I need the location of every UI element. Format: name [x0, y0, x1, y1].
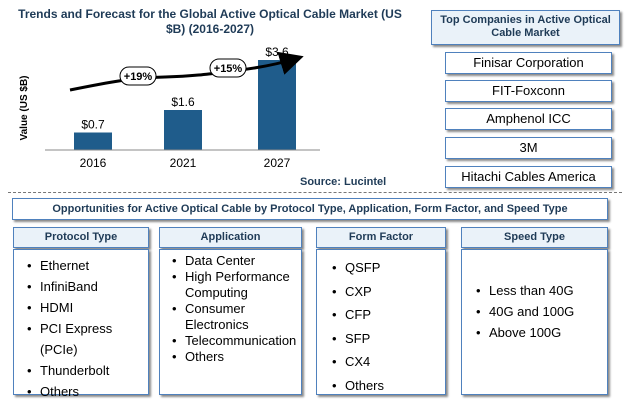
growth-label-1-text: +19%	[124, 71, 153, 83]
bar-2027	[258, 60, 296, 150]
list-item: CXP	[332, 280, 445, 304]
list-item: CX4	[332, 350, 445, 374]
application-header: Application	[159, 227, 302, 248]
company-item: Hitachi Cables America	[445, 166, 612, 188]
top-companies-title: Top Companies in Active Optical Cable Ma…	[431, 10, 620, 45]
protocol-type-header: Protocol Type	[13, 227, 149, 248]
growth-label-2-text: +15%	[214, 63, 243, 75]
source-note: Source: Lucintel	[300, 176, 387, 188]
list-item: Telecommunication	[172, 333, 301, 349]
list-item-continuation: Computing	[185, 285, 248, 300]
data-label-2016: $0.7	[81, 118, 105, 132]
bar-chart: Value (US $B) $0.7 2016 $1.6 2021 $3.6 2027 +…	[19, 45, 320, 170]
data-label-2021: $1.6	[171, 95, 195, 109]
x-tick-label-2021: 2021	[170, 156, 197, 170]
x-tick-label-2027: 2027	[264, 156, 291, 170]
list-item: PCI Express	[27, 318, 148, 339]
list-item: Less than 40G	[476, 280, 607, 301]
form-factor-list: QSFP CXP CFP SFP CX4 Others	[316, 249, 446, 398]
list-item: Above 100G	[476, 322, 607, 343]
protocol-type-list: Ethernet InfiniBand HDMI PCI Express (PC…	[13, 249, 149, 402]
list-item: HDMI	[27, 297, 148, 318]
bar-2021	[164, 110, 202, 150]
growth-label-2: +15%	[209, 58, 247, 78]
list-item: High Performance	[172, 269, 301, 285]
opportunities-title: Opportunities for Active Optical Cable b…	[12, 198, 608, 220]
list-item: InfiniBand	[27, 276, 148, 297]
list-item: Ethernet	[27, 255, 148, 276]
list-item: Consumer	[172, 301, 301, 317]
list-item: QSFP	[332, 256, 445, 280]
company-item: Finisar Corporation	[445, 52, 612, 74]
speed-type-list: Less than 40G 40G and 100G Above 100G	[461, 249, 608, 395]
list-item-continuation: Electronics	[185, 317, 249, 332]
company-item: Amphenol ICC	[445, 108, 612, 130]
list-item: CFP	[332, 303, 445, 327]
application-list: Data Center High Performance Computing C…	[159, 249, 302, 395]
x-tick-label-2016: 2016	[80, 156, 107, 170]
form-factor-header: Form Factor	[316, 227, 446, 248]
list-item: Others	[27, 381, 148, 402]
growth-arrow	[69, 51, 304, 92]
list-item: Data Center	[172, 253, 301, 269]
list-item: 40G and 100G	[476, 301, 607, 322]
growth-label-1: +19%	[119, 66, 157, 86]
data-label-2027: $3.6	[265, 45, 289, 59]
list-item: SFP	[332, 327, 445, 351]
list-item: Others	[172, 349, 301, 365]
bar-2016	[74, 132, 112, 150]
list-item: Others	[332, 374, 445, 398]
list-item: Thunderbolt	[27, 360, 148, 381]
list-item-continuation: (PCIe)	[40, 342, 78, 357]
company-item: FIT-Foxconn	[445, 80, 612, 102]
section-divider	[8, 192, 622, 193]
chart-title: Trends and Forecast for the Global Activ…	[18, 7, 402, 36]
company-item: 3M	[445, 137, 612, 159]
y-axis-label: Value (US $B)	[19, 75, 30, 140]
speed-type-header: Speed Type	[461, 227, 608, 248]
